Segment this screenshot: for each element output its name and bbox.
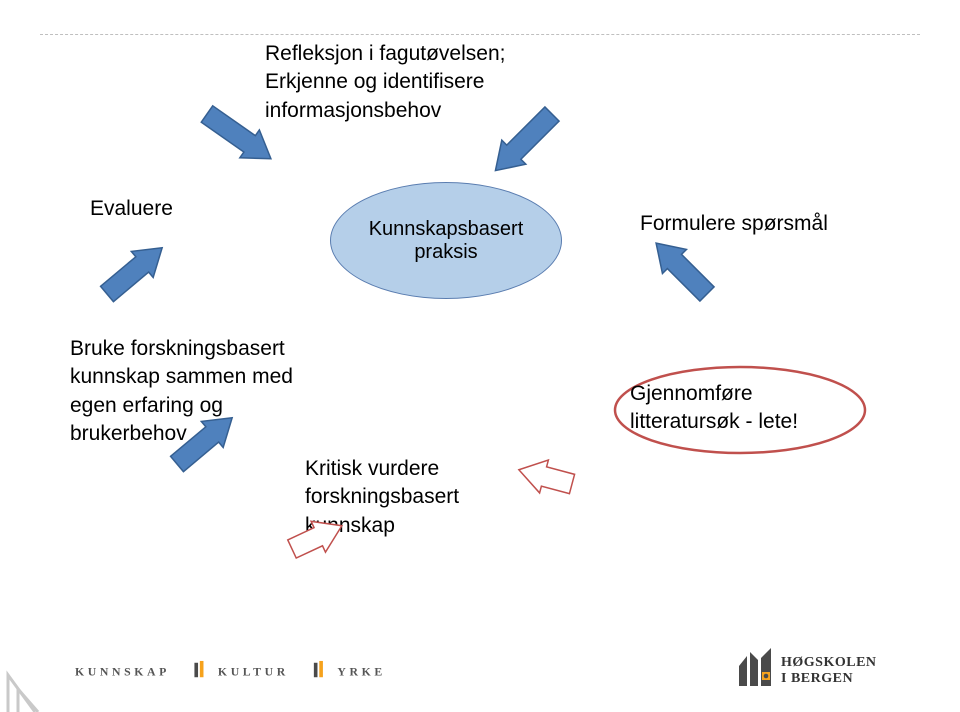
kritisk-line: Kritisk vurdere — [305, 455, 545, 483]
evaluere-label: Evaluere — [90, 195, 240, 223]
header-line: Erkjenne og identifisere — [265, 68, 595, 96]
arrow-blue-3 — [641, 228, 722, 309]
center-ellipse-line: praksis — [369, 241, 524, 264]
center-ellipse-text: Kunnskapsbasert praksis — [369, 218, 524, 264]
formulere-label: Formulere spørsmål — [640, 210, 900, 238]
center-ellipse-line: Kunnskapsbasert — [369, 218, 524, 241]
diagram-canvas: Refleksjon i fagutøvelsen; Erkjenne og i… — [0, 0, 960, 712]
evaluere-text: Evaluere — [90, 197, 173, 220]
footer-right-logo: HØGSKOLEN I BERGEN — [730, 646, 920, 690]
svg-text:YRKE: YRKE — [337, 665, 385, 678]
footer-left-logo: KUNNSKAP KULTUR YRKE — [75, 656, 455, 684]
svg-text:KULTUR: KULTUR — [218, 665, 289, 678]
center-ellipse: Kunnskapsbasert praksis — [330, 182, 562, 299]
arrow-blue-4 — [93, 232, 176, 310]
kritisk-line: forskningsbasert — [305, 483, 545, 511]
header-line: Refleksjon i fagutøvelsen; — [265, 40, 595, 68]
footer-right-line2: I BERGEN — [781, 671, 853, 686]
bruke-line: kunnskap sammen med — [70, 363, 370, 391]
gjennomfore-line: Gjennomføre — [630, 380, 920, 408]
bruke-line: Bruke forskningsbasert — [70, 335, 370, 363]
gjennomfore-text: Gjennomføre litteratursøk - lete! — [630, 380, 920, 437]
footer-right-line1: HØGSKOLEN — [781, 655, 877, 670]
corner-wedge-icon — [0, 657, 55, 712]
svg-text:KUNNSKAP: KUNNSKAP — [75, 665, 170, 678]
header-dashed-rule — [40, 34, 920, 35]
gjennomfore-line: litteratursøk - lete! — [630, 408, 920, 436]
